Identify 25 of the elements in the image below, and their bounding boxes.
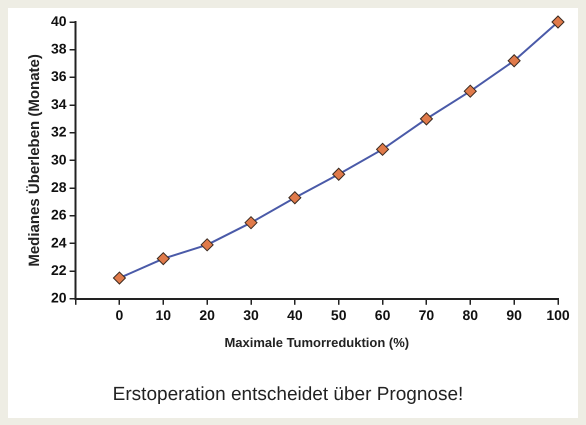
x-tick-label: 0: [116, 307, 124, 324]
x-tick-label: 100: [546, 307, 570, 324]
y-tick-label: 30: [50, 151, 67, 168]
x-tick-label: 90: [506, 307, 522, 324]
y-tick-label: 26: [50, 206, 67, 223]
y-tick-label: 34: [50, 96, 67, 112]
y-tick-label: 32: [50, 124, 67, 140]
y-tick-label: 38: [50, 40, 67, 57]
y-tick-label: 36: [50, 68, 67, 84]
x-tick-label: 70: [418, 307, 434, 324]
x-axis-title: Maximale Tumorreduktion (%): [224, 334, 410, 350]
y-tick-label: 40: [50, 12, 67, 29]
x-tick-label: 80: [462, 307, 478, 324]
x-tick-label: 50: [330, 307, 347, 324]
y-axis-title: Medianes Überleben (Monate): [26, 54, 44, 267]
x-tick-label: 10: [155, 307, 172, 324]
y-tick-label: 28: [50, 178, 67, 195]
y-tick-label: 20: [50, 290, 67, 306]
text: Erstoperation entscheidet über Prognose!: [112, 384, 464, 405]
x-tick-label: 40: [287, 307, 303, 324]
y-tick-label: 22: [50, 262, 67, 278]
x-tick-label: 60: [374, 307, 391, 324]
x-tick-label: 20: [199, 307, 216, 324]
x-tick-label: 30: [243, 307, 259, 324]
y-tick-label: 24: [50, 234, 67, 250]
